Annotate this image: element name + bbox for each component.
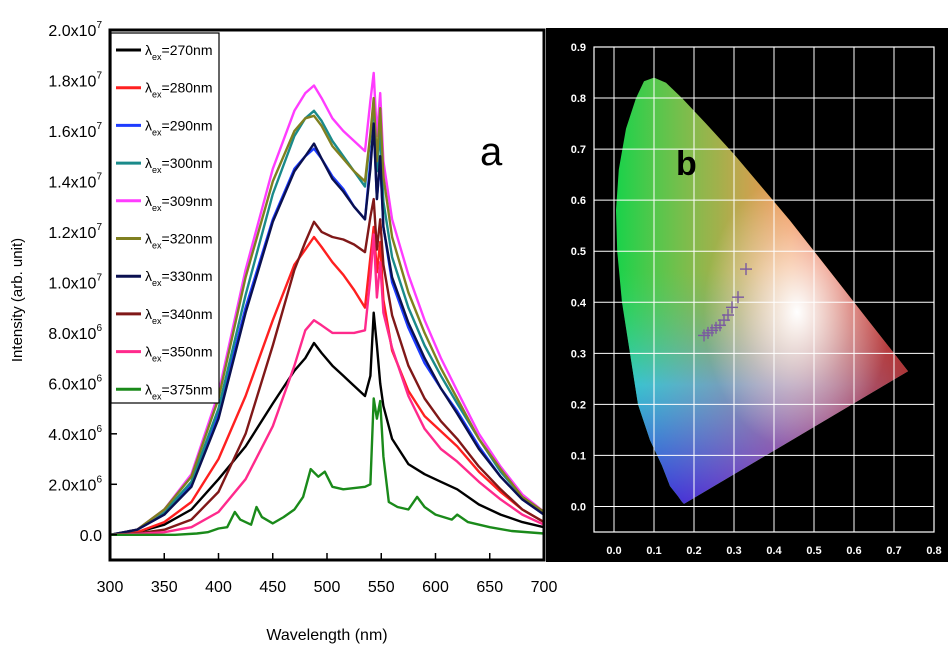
series-line-5 [110, 96, 544, 536]
y-tick-label: 1.4x107 [48, 171, 102, 191]
y-tick-label: 4.0x106 [48, 424, 102, 444]
cie-x-tick-label: 0.6 [846, 545, 861, 557]
y-tick-label: 6.0x106 [48, 373, 102, 393]
cie-y-tick-label: 0.6 [571, 195, 586, 207]
cie-y-tick-label: 0.7 [571, 144, 586, 156]
x-tick-label: 500 [314, 579, 341, 596]
cie-y-tick-label: 0.5 [571, 246, 586, 258]
x-tick-label: 350 [151, 579, 178, 596]
cie-x-tick-label: 0.5 [806, 545, 821, 557]
y-tick-label: 1.2x107 [48, 222, 102, 242]
legend-label: λex=340nm [145, 306, 213, 326]
series-line-6 [110, 122, 544, 536]
cie-chromaticity-panel: 0.0 0.1 0.2 0.3 0.4 0.5 0.6 0.7 0.8 0.0 0.1 0.2 0.3 0… [546, 28, 948, 562]
legend-label: λex=290nm [145, 117, 213, 137]
x-axis-label: Wavelength (nm) [266, 627, 387, 644]
cie-x-tick-label: 0.4 [766, 545, 782, 557]
legend-box [110, 32, 220, 404]
series-line-8 [110, 233, 544, 536]
panel-label-a: a [480, 130, 503, 174]
series-line-7 [110, 197, 544, 536]
x-tick-label: 700 [531, 579, 558, 596]
legend-label: λex=320nm [145, 231, 213, 251]
legend-label: λex=300nm [145, 155, 213, 175]
y-tick-label: 1.8x107 [48, 70, 102, 90]
cie-point-7 [726, 301, 738, 314]
cie-point-6 [722, 309, 734, 322]
cie-grid [593, 46, 935, 533]
legend-label: λex=350nm [145, 344, 213, 364]
emission-spectra-panel: 300 350 400 450 500 550 600 650 700 0.0 2.0x106 4.0… [9, 20, 557, 644]
cie-y-tick-label: 0.4 [571, 297, 587, 309]
cie-gamut-region [616, 77, 908, 504]
cie-y-tick-label: 0.8 [571, 93, 586, 105]
y-tick-label: 1.0x107 [48, 272, 102, 292]
panel-label-b: b [676, 145, 697, 183]
legend-label: λex=270nm [145, 42, 213, 62]
series-line-0 [110, 311, 544, 536]
y-tick-label: 8.0x106 [48, 323, 102, 343]
cie-y-tick-label: 0.2 [571, 399, 586, 411]
cie-x-tick-label: 0.2 [686, 545, 701, 557]
cie-point-8 [732, 291, 744, 304]
y-tick-label: 1.6x107 [48, 121, 102, 141]
legend-label: λex=280nm [145, 80, 213, 100]
x-tick-label: 400 [205, 579, 232, 596]
cie-point-9 [740, 263, 752, 276]
cie-x-tick-label: 0.3 [726, 545, 741, 557]
y-tick-label: 0.0 [80, 528, 102, 545]
y-tick-label: 2.0x106 [48, 474, 102, 494]
cie-y-tick-label: 0.0 [571, 501, 586, 513]
legend-label: λex=330nm [145, 268, 213, 288]
cie-y-tick-label: 0.9 [571, 42, 586, 54]
cie-x-tick-label: 0.7 [886, 545, 901, 557]
x-tick-label: 300 [97, 579, 124, 596]
cie-y-tick-label: 0.3 [571, 348, 586, 360]
series-line-4 [110, 71, 544, 536]
y-tick-label: 2.0x107 [48, 20, 102, 40]
legend: λex=270nm λex=280nm λex=290nm λex=300nm λex=… [110, 32, 220, 404]
series-line-3 [110, 104, 544, 536]
cie-x-tick-label: 0.1 [646, 545, 661, 557]
y-axis-label: Intensity (arb. unit) [9, 238, 26, 362]
x-tick-label: 600 [422, 579, 449, 596]
cie-x-tick-label: 0.0 [606, 545, 621, 557]
x-tick-label: 450 [259, 579, 286, 596]
cie-x-tick-label: 0.8 [926, 545, 941, 557]
legend-label: λex=309nm [145, 193, 213, 213]
cie-y-tick-label: 0.1 [571, 450, 586, 462]
series-line-9 [110, 397, 544, 536]
x-tick-label: 550 [368, 579, 395, 596]
x-tick-label: 650 [476, 579, 503, 596]
legend-label: λex=375nm [145, 381, 213, 401]
series-line-1 [110, 225, 544, 536]
